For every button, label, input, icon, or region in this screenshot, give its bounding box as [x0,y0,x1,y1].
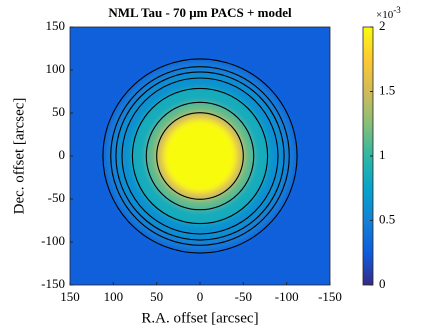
emission-ring [163,119,237,193]
axes: 150 100 50 0 -50 -100 -150 -150 -100 -50 0 50 100 150 [41,18,342,304]
y-axis-label: Dec. offset [arcsec] [11,98,27,215]
x-tick-label: -50 [235,289,252,304]
colorbar-tick-label: 0.5 [379,211,395,226]
contour [131,87,269,225]
colorbar-tick-label: 1 [379,147,386,162]
chart-title: NML Tau - 70 μm PACS + model [108,5,292,20]
colorbar-tick-label: 1.5 [379,82,395,97]
x-tick-label: -100 [275,289,299,304]
emission [104,60,296,252]
contour [145,101,255,211]
y-tick-label: 150 [46,18,66,33]
contour [156,112,244,200]
colorbar-tick-label: 2 [379,18,386,33]
y-tick-label: -100 [41,233,65,248]
y-tick-label: 50 [52,104,65,119]
contour [102,58,298,254]
contour [121,77,279,235]
x-axis-label: R.A. offset [arcsec] [141,310,258,326]
colorbar-exponent: ×10-3 [376,5,401,20]
y-tick-label: 100 [46,61,66,76]
y-tick-label: 0 [59,147,66,162]
exponent: -3 [393,5,401,15]
x-tick-label: -150 [318,289,342,304]
y-tick-label: -50 [48,190,65,205]
multiplier: ×10 [376,9,394,21]
heatmap [70,27,330,285]
x-tick-label: 150 [60,289,80,304]
x-tick-label: 50 [150,289,163,304]
contour [110,66,290,246]
x-tick-label: 0 [197,289,204,304]
contour [115,71,285,241]
y-tick-label: -150 [41,276,65,291]
colorbar-tick-label: 0 [379,276,386,291]
x-tick-label: 100 [104,289,124,304]
